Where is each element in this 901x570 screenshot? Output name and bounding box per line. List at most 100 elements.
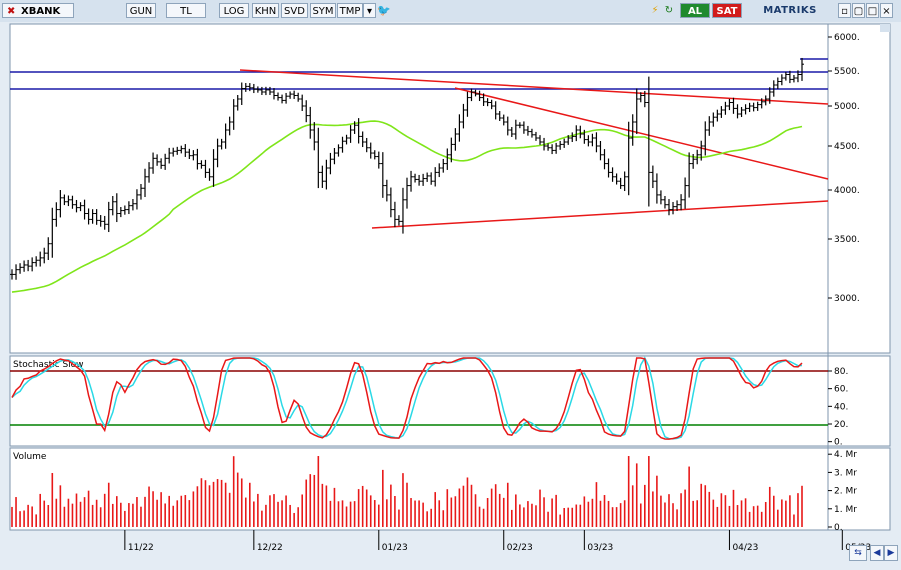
ohlc-bar [771,80,776,97]
ohlc-bar [642,90,647,108]
ohlc-bar [34,256,39,267]
price-tick-label: 4000. [834,186,860,196]
ohlc-bar [630,114,635,146]
ohlc-bar [46,237,51,260]
ohlc-bar [421,173,426,186]
svd-button[interactable]: SVD [281,3,308,18]
ohlc-bar [405,177,409,209]
stoch-tick-label: 20. [834,420,848,430]
ohlc-bar [675,200,680,211]
ohlc-bar [50,207,55,258]
stoch-tick-label: 40. [834,402,848,412]
scroll-left-icon[interactable]: ◀ [870,545,884,561]
twitter-bird-icon[interactable]: 🐦 [377,4,391,17]
ohlc-bar [791,74,796,83]
moving-average-line [11,120,803,293]
volume-tick-label: 0. [834,523,843,533]
ohlc-bar [360,131,365,148]
ohlc-bar [554,142,559,154]
ohlc-bar [271,88,276,100]
price-tick-label: 6000. [834,33,860,43]
close-icon[interactable]: ✖ [7,6,16,17]
trend-line-descending[interactable] [239,69,829,105]
volume-title: Volume [13,452,47,462]
sync-icon[interactable]: ⇆ [849,545,867,561]
ohlc-bar [457,114,462,142]
ohlc-bar [344,134,349,145]
trend-line-support[interactable] [371,200,829,229]
ohlc-bar [739,106,744,118]
ohlc-bar [54,202,59,227]
scroll-top[interactable] [880,24,890,32]
ohlc-bar [429,172,434,185]
ohlc-bar [159,158,164,169]
period-button[interactable]: GUN [126,3,156,18]
ohlc-bar [783,71,788,81]
ohlc-bar [368,142,373,159]
ohlc-bar [122,205,127,215]
ohlc-bar [138,184,143,200]
chart-canvas[interactable]: 6000. 5500. 5000. 4500. 4000. 3500. 3000. 80. 6… [0,22,901,570]
trend-line-wedge-upper[interactable] [454,87,829,180]
symbol-selector[interactable]: ✖ XBANK [2,3,74,18]
lightning-icon[interactable]: ⚡ [651,5,659,16]
ohlc-bar [304,100,309,123]
ohlc-bar [18,263,23,274]
maximize-icon[interactable]: □ [866,3,879,18]
ohlc-bar [425,172,430,182]
tmp-button[interactable]: TMP [337,3,363,18]
window-close-icon[interactable]: × [880,3,893,18]
chart-navigation: ⇆ ◀ ▶ [845,545,899,563]
ohlc-bar [538,135,543,145]
ohlc-bar [396,215,401,226]
sell-button[interactable]: SAT [712,3,742,18]
ohlc-bar [763,95,768,106]
ohlc-bar [227,116,232,136]
ohlc-bar [755,101,760,111]
stoch-tick-label: 60. [834,385,848,395]
dropdown-icon[interactable]: ▾ [363,3,376,18]
ohlc-bar [751,102,756,112]
ohlc-bar [731,97,736,114]
minimize-icon[interactable]: ▫ [838,3,851,18]
log-button[interactable]: LOG [219,3,249,18]
price-panel[interactable] [9,23,891,354]
stoch-tick-label: 0. [834,438,843,448]
scroll-right-icon[interactable]: ▶ [884,545,898,561]
ohlc-bar [679,194,684,211]
ohlc-bar [715,109,720,122]
ohlc-bar [191,150,196,161]
khn-button[interactable]: KHN [252,3,279,18]
ohlc-bar [348,125,353,143]
date-tick-label: 03/23 [587,543,613,553]
buy-button[interactable]: AL [680,3,710,18]
ohlc-bar [533,131,538,141]
ohlc-bar [687,152,692,198]
ohlc-bar [618,177,623,189]
sym-button[interactable]: SYM [310,3,336,18]
restore-icon[interactable]: ▢ [852,3,865,18]
ohlc-bar [606,158,611,178]
ohlc-bar [110,196,115,216]
ohlc-bar [775,77,780,90]
ohlc-bar [626,121,631,196]
ohlc-bar [320,165,325,188]
ohlc-bar [469,88,474,102]
ohlc-bar [662,195,667,209]
ohlc-bar [711,112,716,127]
refresh-icon[interactable]: ↻ [664,5,674,16]
ohlc-bar [151,152,156,174]
price-tick-label: 3000. [834,294,860,304]
ohlc-bar [747,102,752,113]
ohlc-bar [42,247,47,264]
ohlc-bar [453,128,458,151]
ohlc-bar [417,174,422,186]
volume-bars [11,456,803,527]
ohlc-bar [102,215,107,230]
currency-button[interactable]: TL [166,3,206,18]
ohlc-bar [646,76,651,207]
ohlc-bar [308,106,313,139]
ohlc-bar [231,99,236,130]
ohlc-bar [223,123,228,149]
ohlc-bar [74,199,79,213]
